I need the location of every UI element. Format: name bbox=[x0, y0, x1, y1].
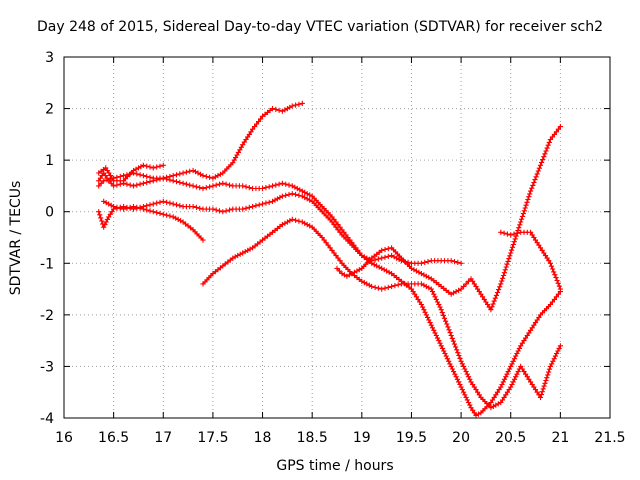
grid bbox=[64, 57, 610, 418]
y-axis-label: SDTVAR / TECUs bbox=[8, 181, 24, 296]
x-tick-label: 17 bbox=[154, 430, 172, 446]
series-points bbox=[96, 191, 563, 418]
y-tick-label: -1 bbox=[40, 256, 54, 272]
x-axis-label: GPS time / hours bbox=[276, 458, 393, 474]
y-tick-label: -2 bbox=[40, 308, 54, 324]
x-tick-label: 20 bbox=[452, 430, 470, 446]
plot-frame bbox=[63, 56, 611, 419]
series-points bbox=[96, 162, 166, 184]
y-tick-label: 3 bbox=[45, 50, 54, 66]
series-6 bbox=[200, 216, 563, 411]
y-tick-label: 1 bbox=[45, 153, 54, 169]
x-tick-label: 17.5 bbox=[197, 430, 228, 446]
series-points bbox=[498, 229, 563, 292]
x-tick-label: 19 bbox=[353, 430, 371, 446]
series-track bbox=[98, 172, 462, 264]
chart-title: Day 248 of 2015, Sidereal Day-to-day VTE… bbox=[37, 19, 603, 35]
series-8 bbox=[498, 229, 563, 292]
series-2 bbox=[96, 170, 464, 266]
y-tick-label: 2 bbox=[45, 102, 54, 118]
series-track bbox=[336, 126, 561, 311]
x-tick-label: 19.5 bbox=[396, 430, 427, 446]
x-tick-label: 16 bbox=[55, 430, 73, 446]
x-tick-label: 16.5 bbox=[98, 430, 129, 446]
x-tick-label: 20.5 bbox=[495, 430, 526, 446]
x-tick-label: 21.5 bbox=[594, 430, 625, 446]
series-layer bbox=[96, 100, 563, 418]
axis-ticks: 16 16.5 17 17.5 18 18.5 19 19.5 20 20.5 21 21.5-4-3… bbox=[40, 50, 626, 446]
series-1 bbox=[96, 100, 305, 189]
y-tick-label: 0 bbox=[45, 205, 54, 221]
y-tick-label: -4 bbox=[40, 411, 54, 427]
series-points bbox=[334, 124, 563, 313]
x-tick-label: 21 bbox=[551, 430, 569, 446]
series-track bbox=[500, 231, 561, 290]
y-tick-label: -3 bbox=[40, 359, 54, 375]
series-points bbox=[96, 170, 464, 266]
x-tick-label: 18.5 bbox=[297, 430, 328, 446]
series-5 bbox=[96, 191, 563, 418]
series-4 bbox=[96, 162, 166, 184]
series-points bbox=[200, 216, 563, 411]
x-tick-label: 18 bbox=[254, 430, 272, 446]
series-points bbox=[96, 100, 305, 189]
